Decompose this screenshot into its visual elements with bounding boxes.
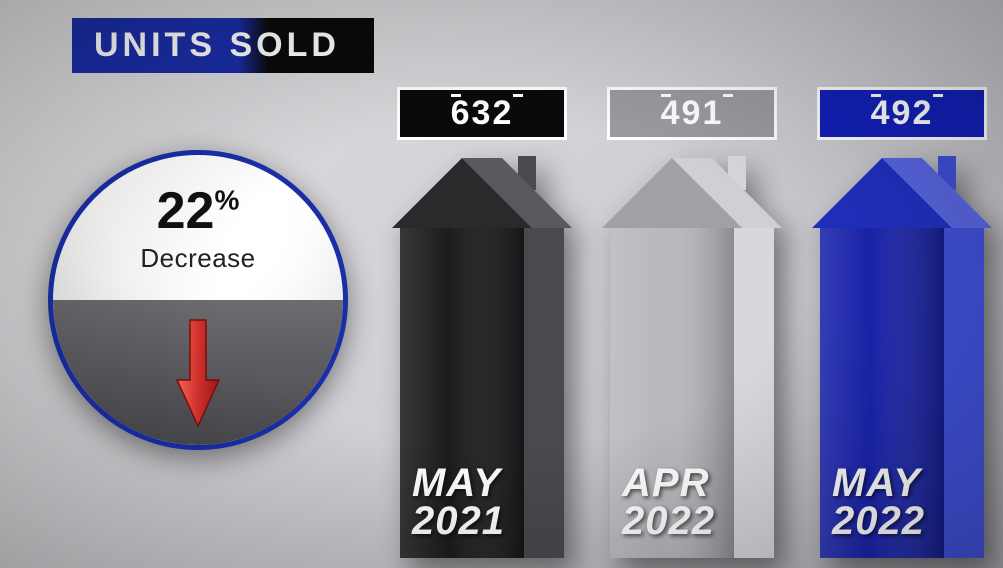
houses-row: 632 MAY2021 491 APR2022 492 MAY2022	[390, 68, 990, 558]
stat-percent: 22%	[157, 181, 240, 241]
title-text: UNITS SOLD	[94, 26, 340, 64]
house-column: 632 MAY2021	[390, 87, 574, 558]
stat-circle: 22% Decrease	[48, 150, 348, 450]
house-column: 491 APR2022	[600, 87, 784, 558]
stat-percent-value: 22	[157, 182, 215, 240]
house-period-label: MAY2022	[832, 464, 925, 540]
value-badge: 632	[397, 87, 567, 140]
value-badge: 491	[607, 87, 777, 140]
house-column: 492 MAY2022	[810, 87, 994, 558]
stat-bottom	[53, 300, 343, 445]
stat-top: 22% Decrease	[53, 155, 343, 300]
arrow-down-icon	[175, 318, 221, 428]
title-bar: UNITS SOLD	[72, 18, 374, 73]
value-badge: 492	[817, 87, 987, 140]
stat-percent-symbol: %	[214, 185, 239, 216]
stat-ring: 22% Decrease	[48, 150, 348, 450]
house-period-label: APR2022	[622, 464, 715, 540]
stat-label: Decrease	[140, 243, 255, 274]
house-period-label: MAY2021	[412, 464, 505, 540]
